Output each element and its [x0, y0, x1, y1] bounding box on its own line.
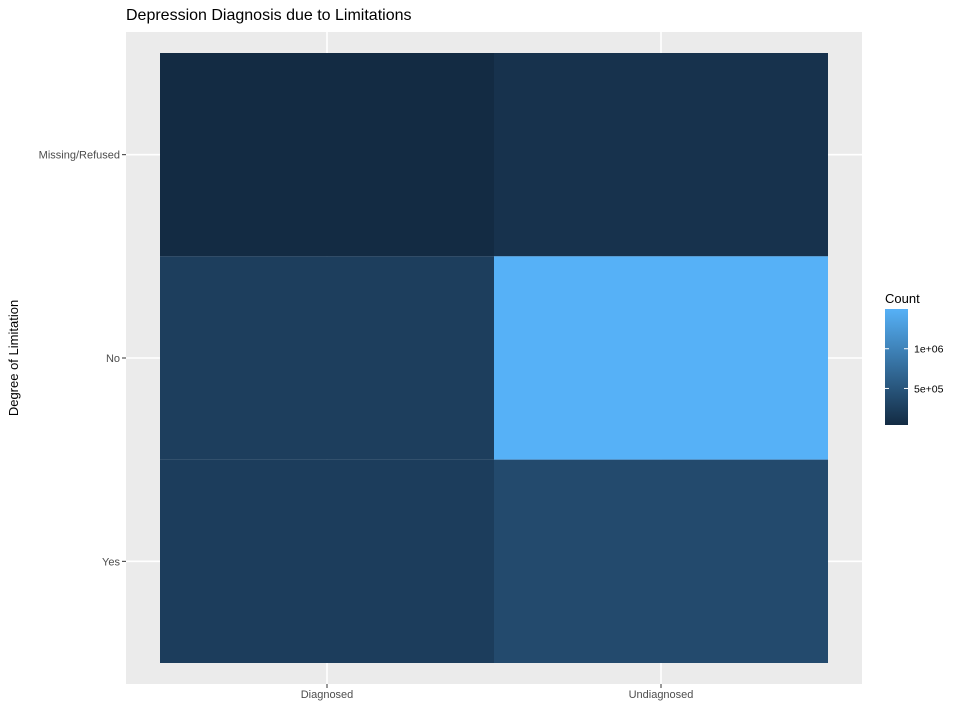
heatmap-cells: [160, 53, 828, 663]
heatmap-cell: [160, 256, 494, 460]
y-axis: Missing/Refused No Yes: [39, 150, 126, 568]
legend-ticks: 5e+05 1e+06: [885, 344, 944, 395]
y-tick-label: No: [106, 353, 120, 365]
y-tick-label: Yes: [102, 556, 120, 568]
legend-title: Count: [885, 291, 920, 306]
heatmap-cell: [160, 53, 494, 257]
y-tick-label: Missing/Refused: [39, 150, 120, 162]
x-tick-label: Diagnosed: [301, 689, 354, 701]
y-axis-title: Degree of Limitation: [6, 300, 21, 416]
heatmap-cell: [494, 53, 828, 257]
x-tick-label: Undiagnosed: [629, 689, 694, 701]
legend-colorbar: [885, 309, 908, 425]
legend-tick-label: 5e+05: [914, 383, 944, 395]
heatmap-cell: [160, 459, 494, 663]
heatmap-cell: [494, 459, 828, 663]
legend: Count 5e+05 1e+06: [885, 291, 944, 425]
heatmap-cell: [494, 256, 828, 460]
chart-title: Depression Diagnosis due to Limitations: [126, 7, 411, 24]
x-axis: Diagnosed Undiagnosed: [301, 684, 694, 701]
legend-tick-label: 1e+06: [914, 344, 944, 356]
